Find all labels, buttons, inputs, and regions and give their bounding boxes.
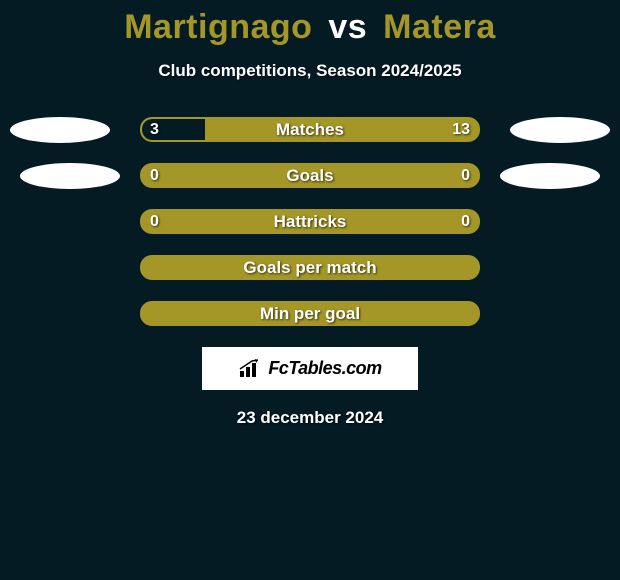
stat-row: 00Goals: [0, 163, 620, 188]
stat-value-left: 3: [150, 117, 159, 142]
stats-area: 313Matches00Goals00HattricksGoals per ma…: [0, 117, 620, 326]
player2-name: Matera: [383, 8, 496, 46]
stat-row: 00Hattricks: [0, 209, 620, 234]
brand-chart-icon: [238, 359, 262, 379]
brand-box: FcTables.com: [202, 347, 418, 390]
stat-bar-track: [140, 117, 480, 142]
stat-row: 313Matches: [0, 117, 620, 142]
stat-row: Min per goal: [0, 301, 620, 326]
stat-value-left: 0: [150, 163, 159, 188]
player1-name: Martignago: [124, 8, 312, 46]
stat-row: Goals per match: [0, 255, 620, 280]
stat-bar-track: [140, 163, 480, 188]
stat-value-left: 0: [150, 209, 159, 234]
stat-value-right: 0: [461, 209, 470, 234]
stat-bar-track: [140, 301, 480, 326]
stat-bar-track: [140, 209, 480, 234]
subtitle: Club competitions, Season 2024/2025: [0, 61, 620, 81]
brand-text: FcTables.com: [268, 358, 381, 379]
vs-text: vs: [328, 8, 367, 46]
stat-value-right: 0: [461, 163, 470, 188]
stat-bar-track: [140, 255, 480, 280]
stat-value-right: 13: [452, 117, 470, 142]
date-text: 23 december 2024: [0, 408, 620, 428]
comparison-title: Martignago vs Matera: [0, 0, 620, 47]
